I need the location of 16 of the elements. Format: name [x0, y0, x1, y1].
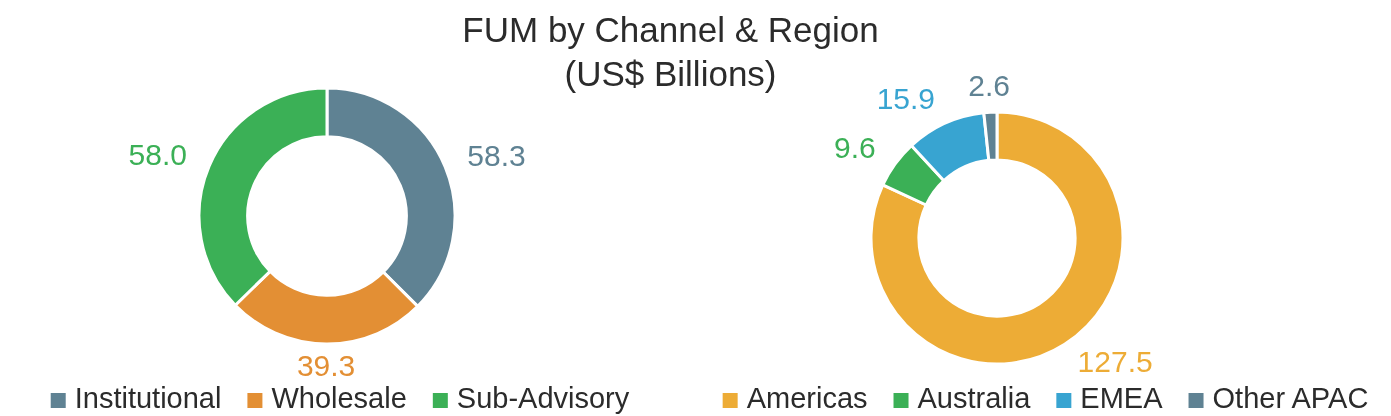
data-label: 58.0	[128, 137, 187, 171]
legend-label: EMEA	[1080, 382, 1164, 414]
data-label: 9.6	[834, 130, 876, 164]
data-label: 15.9	[876, 82, 936, 116]
data-label: 2.6	[968, 69, 1010, 103]
legend-label: Americas	[746, 382, 868, 414]
chart-title: FUM by Channel & Region	[462, 10, 879, 49]
legend-label: Wholesale	[271, 382, 407, 414]
data-label: 39.3	[296, 348, 356, 382]
data-label: 58.3	[467, 138, 526, 172]
chart-subtitle: (US$ Billions)	[564, 54, 777, 93]
legend-label: Australia	[917, 382, 1032, 414]
data-label: 127.5	[1077, 345, 1153, 379]
legend-label: Sub-Advisory	[456, 382, 630, 414]
legend-label: Other APAC	[1212, 382, 1369, 414]
legend-label: Institutional	[74, 382, 222, 414]
